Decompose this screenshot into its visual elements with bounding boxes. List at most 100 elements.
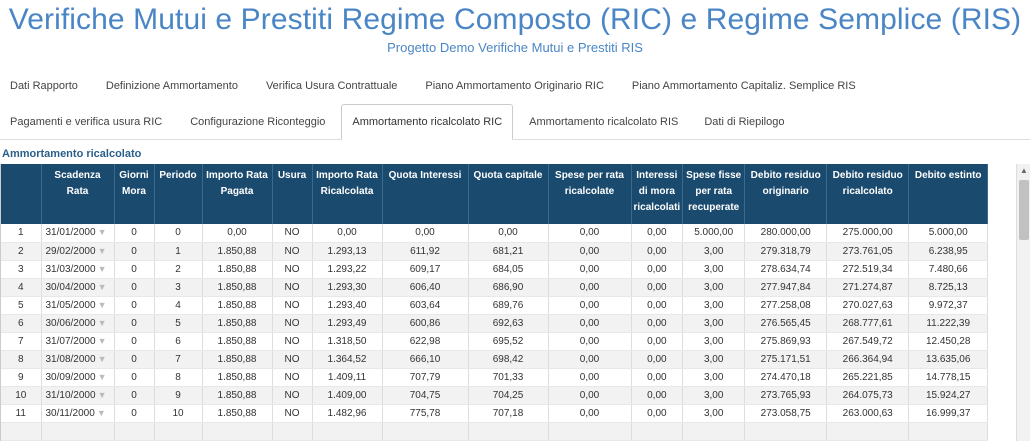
chevron-down-icon[interactable]: ▼: [97, 281, 107, 292]
row-number-cell[interactable]: 4: [1, 278, 42, 297]
table-row[interactable]: 9 30/09/2000 ▼ 0 8 1.850,88 NO 1.409,11 707,79 70…: [1, 368, 989, 387]
table-cell[interactable]: 1.850,88: [202, 296, 273, 315]
tab-dati-rapporto[interactable]: Dati Rapporto: [10, 80, 78, 92]
table-cell[interactable]: 274.470,18: [744, 368, 828, 387]
table-cell[interactable]: 0,00: [468, 224, 549, 243]
table-cell[interactable]: 1.850,88: [202, 332, 273, 351]
table-cell[interactable]: 1.850,88: [202, 386, 273, 405]
table-cell[interactable]: 0,00: [631, 224, 684, 243]
table-cell[interactable]: 0: [114, 224, 155, 243]
table-cell[interactable]: [631, 422, 684, 441]
table-row[interactable]: 1 31/01/2000 ▼ 0 0 0,00 NO 0,00 0,00 0,00 0,00 0,00…: [1, 224, 989, 243]
chevron-down-icon[interactable]: ▼: [97, 245, 107, 256]
table-cell[interactable]: 3,00: [682, 278, 746, 297]
table-cell[interactable]: 0,00: [548, 224, 632, 243]
table-cell[interactable]: 13.635,06: [908, 350, 989, 369]
table-cell[interactable]: 1.482,96: [312, 404, 383, 423]
table-cell[interactable]: 268.777,61: [826, 314, 910, 333]
table-cell[interactable]: 4: [154, 296, 203, 315]
table-cell[interactable]: 280.000,00: [744, 224, 828, 243]
table-cell[interactable]: 1.850,88: [202, 368, 273, 387]
table-cell[interactable]: 1.364,52: [312, 350, 383, 369]
table-row[interactable]: 3 31/03/2000 ▼ 0 2 1.850,88 NO 1.293,22 609,17 68…: [1, 260, 989, 279]
table-cell[interactable]: [382, 422, 469, 441]
table-cell[interactable]: 3: [154, 278, 203, 297]
table-cell[interactable]: [682, 422, 746, 441]
table-cell[interactable]: 698,42: [468, 350, 549, 369]
table-cell[interactable]: NO: [272, 278, 313, 297]
chevron-down-icon[interactable]: ▼: [97, 317, 107, 328]
table-cell[interactable]: 689,76: [468, 296, 549, 315]
row-number-cell[interactable]: [1, 422, 42, 441]
chevron-down-icon[interactable]: ▼: [97, 353, 107, 364]
table-cell[interactable]: NO: [272, 242, 313, 261]
table-cell[interactable]: 0: [114, 350, 155, 369]
table-cell[interactable]: 275.000,00: [826, 224, 910, 243]
table-row[interactable]: 11 30/11/2000 ▼ 0 10 1.850,88 NO 1.482,96 775,78…: [1, 404, 989, 423]
table-cell[interactable]: 263.000,63: [826, 404, 910, 423]
table-cell[interactable]: 0,00: [548, 368, 632, 387]
table-cell[interactable]: 3,00: [682, 260, 746, 279]
table-cell[interactable]: 0,00: [631, 242, 684, 261]
table-cell[interactable]: 600,86: [382, 314, 469, 333]
tab-piano-capitaliz-semplice[interactable]: Piano Ammortamento Capitaliz. Semplice R…: [631, 80, 856, 92]
table-cell[interactable]: 0: [114, 404, 155, 423]
table-cell[interactable]: 0,00: [548, 386, 632, 405]
table-cell[interactable]: 0,00: [548, 296, 632, 315]
table-row[interactable]: 8 31/08/2000 ▼ 0 7 1.850,88 NO 1.364,52 666,10 69…: [1, 350, 989, 369]
table-cell[interactable]: 3,00: [682, 386, 746, 405]
row-number-cell[interactable]: 3: [1, 260, 42, 279]
table-cell[interactable]: 0,00: [631, 368, 684, 387]
table-cell[interactable]: 6.238,95: [908, 242, 989, 261]
table-row[interactable]: 10 31/10/2000 ▼ 0 9 1.850,88 NO 1.409,00 704,75 7…: [1, 386, 989, 405]
table-cell[interactable]: [468, 422, 549, 441]
table-row[interactable]: 6 30/06/2000 ▼ 0 5 1.850,88 NO 1.293,49 600,86 69…: [1, 314, 989, 333]
table-cell[interactable]: 695,52: [468, 332, 549, 351]
table-cell[interactable]: 1.409,00: [312, 386, 383, 405]
row-number-cell[interactable]: 7: [1, 332, 42, 351]
vertical-scrollbar[interactable]: ▲: [1016, 164, 1030, 441]
table-cell[interactable]: 0,00: [548, 350, 632, 369]
table-cell[interactable]: 3,00: [682, 404, 746, 423]
date-cell[interactable]: 30/09/2000 ▼: [41, 368, 115, 387]
table-cell[interactable]: [826, 422, 910, 441]
column-header[interactable]: Debito residuo ricalcolato: [826, 164, 910, 224]
table-cell[interactable]: 0,00: [202, 224, 273, 243]
table-cell[interactable]: 609,17: [382, 260, 469, 279]
table-cell[interactable]: 272.519,34: [826, 260, 910, 279]
column-header[interactable]: Quota capitale: [468, 164, 549, 224]
table-cell[interactable]: 278.634,74: [744, 260, 828, 279]
table-cell[interactable]: NO: [272, 368, 313, 387]
table-cell[interactable]: 273.765,93: [744, 386, 828, 405]
table-cell[interactable]: 684,05: [468, 260, 549, 279]
table-cell[interactable]: 0,00: [312, 224, 383, 243]
row-number-cell[interactable]: 6: [1, 314, 42, 333]
table-cell[interactable]: 276.565,45: [744, 314, 828, 333]
date-cell[interactable]: 31/07/2000 ▼: [41, 332, 115, 351]
row-number-cell[interactable]: 8: [1, 350, 42, 369]
table-cell[interactable]: 273.761,05: [826, 242, 910, 261]
table-cell[interactable]: 11.222,39: [908, 314, 989, 333]
scroll-thumb[interactable]: [1019, 180, 1029, 240]
table-cell[interactable]: 666,10: [382, 350, 469, 369]
table-cell[interactable]: 279.318,79: [744, 242, 828, 261]
table-cell[interactable]: 0,00: [631, 404, 684, 423]
table-cell[interactable]: 0,00: [548, 260, 632, 279]
column-header[interactable]: [1, 164, 42, 224]
date-cell[interactable]: 31/08/2000 ▼: [41, 350, 115, 369]
table-cell[interactable]: 0,00: [548, 314, 632, 333]
table-cell[interactable]: 0,00: [631, 386, 684, 405]
table-row[interactable]: [1, 422, 989, 441]
date-cell[interactable]: [41, 422, 115, 441]
table-cell[interactable]: [202, 422, 273, 441]
table-cell[interactable]: 1: [154, 242, 203, 261]
column-header[interactable]: Spese fisse per rata recuperate: [682, 164, 746, 224]
table-cell[interactable]: 0: [114, 386, 155, 405]
date-cell[interactable]: 30/06/2000 ▼: [41, 314, 115, 333]
table-cell[interactable]: [908, 422, 989, 441]
table-row[interactable]: 4 30/04/2000 ▼ 0 3 1.850,88 NO 1.293,30 606,40 68…: [1, 278, 989, 297]
chevron-down-icon[interactable]: ▼: [97, 389, 107, 400]
table-cell[interactable]: 1.293,13: [312, 242, 383, 261]
tab-definizione-ammortamento[interactable]: Definizione Ammortamento: [105, 80, 238, 92]
tab-pagamenti-usura-ric[interactable]: Pagamenti e verifica usura RIC: [10, 115, 163, 128]
